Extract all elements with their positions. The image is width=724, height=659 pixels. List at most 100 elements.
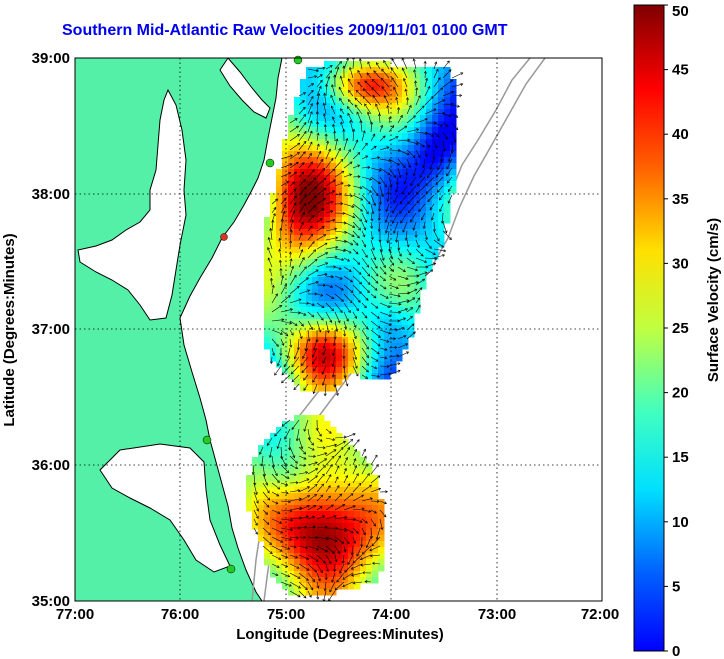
velocity-cell [366, 517, 373, 524]
velocity-arrow [298, 455, 307, 460]
velocity-cell [288, 529, 295, 536]
velocity-cell [294, 163, 301, 170]
velocity-cell [408, 163, 415, 170]
velocity-cell [324, 373, 331, 380]
velocity-cell [306, 541, 313, 548]
velocity-arrow [334, 284, 344, 291]
velocity-cell [396, 265, 403, 272]
velocity-arrow-head [303, 377, 307, 381]
velocity-arrow [304, 419, 309, 432]
velocity-arrow [433, 99, 445, 106]
velocity-arrow-head [294, 118, 298, 121]
velocity-cell [264, 337, 271, 344]
velocity-cell [396, 193, 403, 200]
velocity-cell [324, 199, 331, 206]
velocity-arrow [397, 158, 406, 168]
velocity-cell [372, 571, 379, 578]
velocity-arrow-head [373, 203, 376, 207]
velocity-arrow [253, 473, 256, 486]
velocity-arrow-head [387, 331, 391, 335]
velocity-arrow [262, 491, 270, 501]
colorbar-tick-label: 20 [672, 385, 689, 402]
velocity-arrow-head [367, 273, 371, 277]
velocity-arrow [371, 536, 381, 547]
velocity-arrow [307, 428, 311, 440]
velocity-cell [252, 505, 259, 512]
velocity-arrow-head [334, 559, 338, 563]
velocity-arrow-head [405, 343, 409, 347]
velocity-arrow [289, 266, 294, 277]
velocity-arrow-head [340, 182, 344, 186]
velocity-arrow-head [303, 451, 307, 455]
velocity-cell [414, 295, 421, 302]
velocity-arrow-head [303, 130, 307, 134]
velocity-cell [324, 349, 331, 356]
velocity-arrow-head [300, 323, 304, 327]
velocity-cell [444, 115, 451, 122]
velocity-cell [258, 529, 265, 536]
velocity-cell [354, 577, 361, 584]
velocity-arrow [332, 347, 336, 356]
velocity-arrow-head [355, 242, 359, 246]
velocity-cell [378, 79, 385, 86]
velocity-cell [294, 175, 301, 182]
velocity-cell [396, 217, 403, 224]
velocity-cell [300, 379, 307, 386]
velocity-arrow-head [331, 455, 335, 459]
velocity-cell [300, 385, 307, 392]
velocity-cell [288, 535, 295, 542]
velocity-cell [432, 187, 439, 194]
velocity-cell [348, 325, 355, 332]
velocity-arrow [392, 212, 399, 224]
velocity-cell [318, 457, 325, 464]
velocity-arrow-head [319, 79, 323, 83]
velocity-arrow [271, 464, 278, 476]
velocity-arrow [352, 449, 357, 457]
velocity-cell [324, 313, 331, 320]
velocity-arrow-head [289, 229, 293, 233]
velocity-cell [288, 169, 295, 176]
velocity-cell [348, 205, 355, 212]
velocity-arrow [379, 257, 386, 268]
velocity-arrow [379, 125, 383, 133]
velocity-arrow [347, 78, 354, 88]
velocity-arrow [343, 536, 350, 544]
velocity-cell [318, 481, 325, 488]
velocity-arrow [352, 58, 354, 70]
velocity-arrow-head [304, 525, 308, 529]
velocity-arrow-head [342, 504, 346, 507]
velocity-cell [282, 559, 289, 566]
velocity-arrow-head [303, 121, 307, 125]
velocity-arrow-head [312, 361, 315, 365]
velocity-arrow-head [362, 96, 366, 99]
velocity-cell [408, 247, 415, 254]
velocity-cell [312, 325, 319, 332]
velocity-arrow [289, 125, 299, 133]
velocity-arrow [336, 572, 345, 583]
velocity-arrow [352, 152, 361, 160]
velocity-arrow-head [255, 531, 258, 535]
velocity-cell [366, 571, 373, 578]
velocity-arrow [379, 302, 391, 308]
velocity-arrow [348, 99, 354, 106]
velocity-arrow-head [391, 220, 395, 224]
velocity-arrow-head [316, 121, 320, 125]
velocity-cell [312, 487, 319, 494]
velocity-arrow [435, 176, 444, 185]
velocity-cell [414, 301, 421, 308]
velocity-cell [330, 91, 337, 98]
velocity-arrow [298, 203, 307, 214]
velocity-cell [402, 97, 409, 104]
velocity-arrow-head [407, 201, 411, 204]
velocity-arrow-head [323, 187, 327, 191]
velocity-cell [444, 205, 451, 212]
velocity-cell [390, 331, 397, 338]
velocity-arrow-head [279, 267, 283, 271]
velocity-cell [336, 541, 343, 548]
velocity-arrow [298, 212, 305, 223]
velocity-cell [324, 127, 331, 134]
velocity-cell [300, 529, 307, 536]
velocity-cell [258, 445, 265, 452]
velocity-cell [336, 79, 343, 86]
velocity-cell [432, 127, 439, 134]
